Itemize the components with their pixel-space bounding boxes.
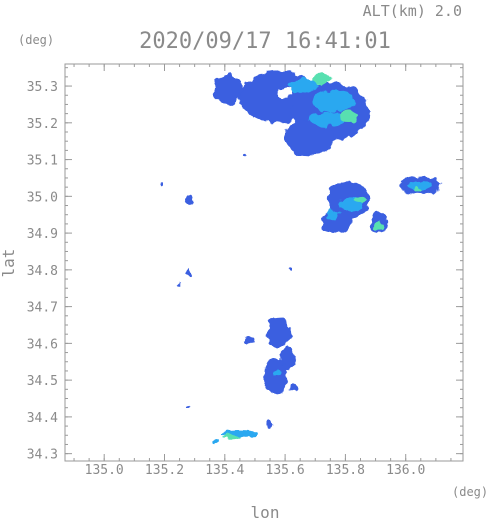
echo-cell-9 (277, 87, 293, 99)
x-unit-label: (deg) (452, 485, 488, 499)
plot-frame (64, 63, 464, 462)
y-tick-label: 34.9 (27, 227, 58, 242)
echo-cell-36 (289, 268, 293, 272)
x-tick-label: 136.0 (386, 463, 425, 478)
echo-cell-4 (312, 89, 355, 112)
echo-cell-22 (177, 282, 182, 287)
echo-cell-32 (223, 434, 239, 440)
echo-cell-33 (212, 438, 220, 443)
echo-cell-30 (266, 421, 274, 428)
echo-cell-35 (159, 183, 163, 187)
y-unit-label: (deg) (18, 33, 54, 47)
timestamp-title: 2020/09/17 16:41:01 (139, 29, 391, 54)
y-tick-label: 35.1 (27, 154, 58, 169)
tick-layer: 135.0 135.2 135.4 135.6 135.8 136.0 34.3 34.4 34… (27, 64, 463, 478)
echo-cell-21 (185, 269, 192, 278)
y-tick-label: 35.0 (27, 190, 58, 205)
y-tick-label: 34.4 (27, 411, 58, 426)
echo-cell-20 (185, 195, 193, 205)
echo-cell-15 (374, 221, 384, 231)
echo-cell-2 (285, 119, 334, 156)
echo-cell-19 (414, 186, 422, 192)
echo-cell-29 (186, 404, 191, 408)
echo-cell-8 (339, 109, 358, 121)
echo-cell-27 (272, 369, 280, 377)
echo-cell-5 (309, 111, 346, 127)
echo-cell-6 (288, 78, 319, 94)
x-tick-label: 135.8 (326, 463, 365, 478)
echo-cell-28 (289, 383, 299, 392)
y-tick-label: 34.5 (27, 374, 58, 389)
x-tick-label: 135.4 (205, 463, 244, 478)
echo-cell-25 (280, 347, 296, 370)
echo-cell-14 (327, 209, 340, 221)
altitude-label: ALT(km) 2.0 (363, 2, 462, 20)
y-tick-label: 34.7 (27, 301, 58, 316)
echo-cell-23 (267, 317, 292, 348)
x-axis-label: lon (251, 503, 280, 521)
echo-cell-7 (312, 73, 331, 85)
y-tick-label: 35.2 (27, 117, 58, 132)
x-tick-label: 135.6 (266, 463, 305, 478)
y-axis-label: lat (0, 249, 18, 278)
y-tick-label: 34.8 (27, 264, 58, 279)
echo-cell-31 (221, 430, 258, 437)
x-tick-label: 135.2 (145, 463, 184, 478)
y-tick-label: 34.6 (27, 337, 58, 352)
echo-cell-26 (244, 336, 254, 344)
echo-cell-16 (354, 196, 367, 204)
y-tick-label: 35.3 (27, 80, 58, 95)
echo-layer (159, 71, 442, 443)
x-tick-label: 135.0 (85, 463, 124, 478)
y-tick-label: 34.3 (27, 448, 58, 463)
echo-cell-3 (212, 75, 243, 105)
echo-cell-34 (244, 154, 248, 158)
